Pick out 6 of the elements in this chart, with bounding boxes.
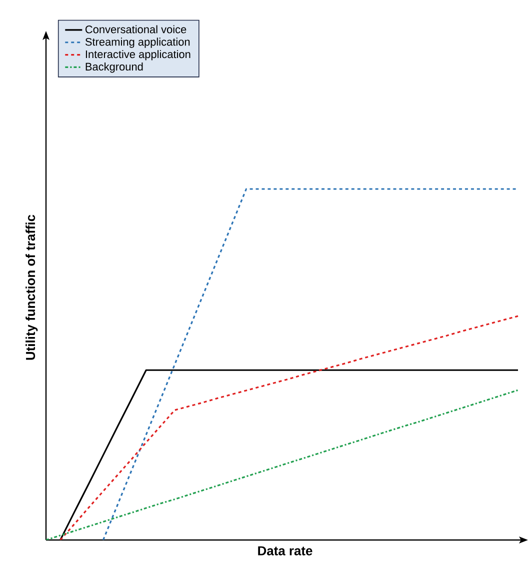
legend-label: Conversational voice — [86, 25, 186, 34]
x-axis-title: Data rate — [258, 546, 312, 556]
y-axis-title: Utility function of traffic — [26, 214, 38, 360]
legend-label: Interactive application — [86, 50, 190, 60]
legend-label: Streaming application — [85, 38, 190, 48]
legend-label: Background — [86, 62, 143, 73]
